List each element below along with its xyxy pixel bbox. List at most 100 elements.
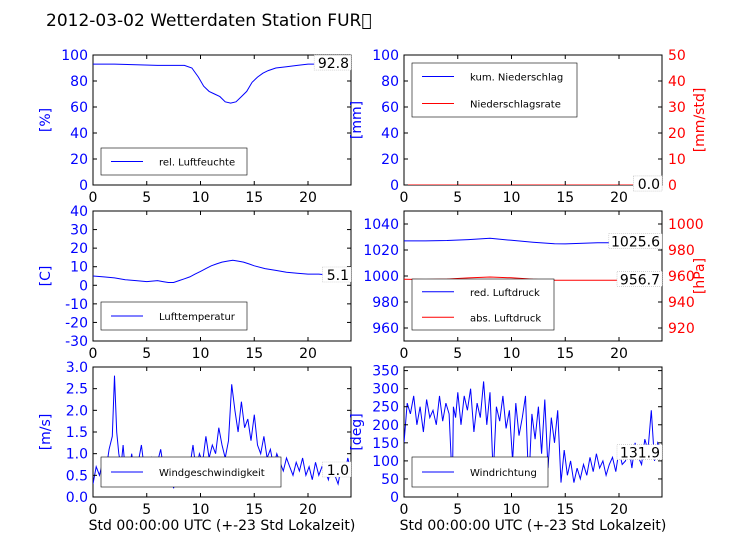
y-tick-label: 1020 <box>363 243 399 259</box>
x-tick-label: 0 <box>400 502 409 518</box>
legend-box <box>411 62 578 118</box>
y-tick-label: -20 <box>65 315 88 331</box>
value-label-2: 956.7 <box>620 272 660 288</box>
y-axis-label: [%] <box>38 108 54 132</box>
x-tick-label: 0 <box>400 346 409 362</box>
y-axis-label: [m/s] <box>38 414 54 451</box>
y2-tick-label: 10 <box>668 152 686 168</box>
value-label-2-box <box>633 175 663 192</box>
y-tick-label: 80 <box>381 74 399 90</box>
y-tick-label: 100 <box>372 454 399 470</box>
x-axis-label: Std 00:00:00 UTC (+-23 Std Lokalzeit) <box>400 518 667 534</box>
panel-temperature: 0 5 10 15 20 -30 -20 -10 0 10 20 30 40 [C] Lufttempera… <box>38 204 352 362</box>
y-tick-label: 60 <box>70 100 88 116</box>
y-tick-label: 2.5 <box>66 382 88 398</box>
x-tick-label: 15 <box>245 190 263 206</box>
legend-label: rel. Luftfeuchte <box>159 158 235 169</box>
x-tick-label: 0 <box>89 502 98 518</box>
x-tick-label: 15 <box>556 346 574 362</box>
y-tick-label: 3.0 <box>66 360 88 376</box>
y-tick-label: 20 <box>381 152 399 168</box>
panel-windspeed: 0 5 10 15 20 0.0 0.5 1.0 1.5 2.0 2.5 3.0 [m/s] Std 00… <box>38 360 355 534</box>
legend-label: abs. Luftdruck <box>470 313 541 324</box>
y2-tick-label: 20 <box>668 126 686 142</box>
legend-box <box>411 278 555 331</box>
legend-label: Niederschlagsrate <box>470 100 561 111</box>
value-label: 5.1 <box>327 268 349 284</box>
series-line-temperature-0 <box>93 259 351 283</box>
legend-label: Windrichtung <box>470 468 537 479</box>
y-axis-label: [mm] <box>349 101 365 139</box>
y-tick-label: 0 <box>390 178 399 194</box>
y-tick-label: 1.5 <box>66 425 88 441</box>
x-tick-label: 5 <box>453 502 462 518</box>
y-tick-label: 40 <box>381 126 399 142</box>
y-tick-label: 1040 <box>363 217 399 233</box>
value-label-2-box <box>616 270 663 287</box>
x-tick-label: 15 <box>245 502 263 518</box>
y-tick-label: 250 <box>372 400 399 416</box>
series-line-winddir-0 <box>404 381 662 487</box>
y2-tick-label: 940 <box>668 295 695 311</box>
x-tick-label: 5 <box>142 502 151 518</box>
y-tick-label: 50 <box>381 472 399 488</box>
x-tick-label: 15 <box>556 190 574 206</box>
y2-axis-label: [mm/std] <box>692 88 708 153</box>
x-tick-label: 5 <box>453 190 462 206</box>
series-line-humidity-0 <box>93 63 351 104</box>
x-tick-label: 20 <box>299 502 317 518</box>
y-tick-label: 0.5 <box>66 468 88 484</box>
legend-label: kum. Niederschlag <box>470 73 563 84</box>
y2-tick-label: 1000 <box>668 217 704 233</box>
legend-box <box>100 147 248 176</box>
legend-label: red. Luftdruck <box>470 288 540 299</box>
panel-humidity: 0 5 10 15 20 0 20 40 60 80 100 [%] rel. Luftfeuchte 9… <box>38 48 352 206</box>
x-tick-label: 15 <box>556 502 574 518</box>
x-tick-label: 20 <box>610 346 628 362</box>
y-axis-label: [deg] <box>349 413 365 450</box>
x-tick-label: 15 <box>245 346 263 362</box>
legend-label: Windgeschwindigkeit <box>159 468 265 479</box>
value-label: 1.0 <box>327 463 349 479</box>
y-tick-label: 0 <box>79 278 88 294</box>
x-tick-label: 5 <box>453 346 462 362</box>
y-axis-label: [C] <box>38 266 54 287</box>
y-tick-label: 0 <box>390 490 399 506</box>
y-tick-label: 0.0 <box>66 490 88 506</box>
y2-tick-label: 50 <box>668 48 686 64</box>
y-tick-label: 20 <box>70 241 88 257</box>
y2-tick-label: 30 <box>668 100 686 116</box>
y-tick-label: 20 <box>70 152 88 168</box>
x-tick-label: 10 <box>503 346 521 362</box>
x-tick-label: 20 <box>299 346 317 362</box>
x-tick-label: 0 <box>400 190 409 206</box>
x-tick-label: 10 <box>192 502 210 518</box>
y-tick-label: 40 <box>70 204 88 220</box>
x-tick-label: 20 <box>299 190 317 206</box>
y-tick-label: 1000 <box>363 269 399 285</box>
x-tick-label: 10 <box>192 346 210 362</box>
legend-label: Lufttemperatur <box>159 312 236 323</box>
x-tick-label: 20 <box>610 502 628 518</box>
x-tick-label: 10 <box>192 190 210 206</box>
y2-tick-label: 960 <box>668 269 695 285</box>
x-tick-label: 10 <box>503 502 521 518</box>
y2-tick-label: 40 <box>668 74 686 90</box>
y-tick-label: 10 <box>70 260 88 276</box>
y-tick-label: 2.0 <box>66 403 88 419</box>
y-tick-label: 100 <box>61 48 88 64</box>
y-tick-label: 40 <box>70 126 88 142</box>
x-tick-label: 20 <box>610 190 628 206</box>
y-tick-label: 300 <box>372 382 399 398</box>
figure-title: 2012-03-02 Wetterdaten Station FUR  <box>46 11 372 31</box>
value-label: 1025.6 <box>611 235 660 251</box>
y2-tick-label: 0 <box>668 178 677 194</box>
panel-pressure: 0 5 10 15 20 960 980 1000 1020 1040 920 940 960 980 10… <box>363 210 708 362</box>
y2-axis-label: [hPa] <box>692 258 708 294</box>
x-tick-label: 5 <box>142 346 151 362</box>
x-tick-label: 0 <box>89 190 98 206</box>
value-label-box <box>608 233 663 250</box>
